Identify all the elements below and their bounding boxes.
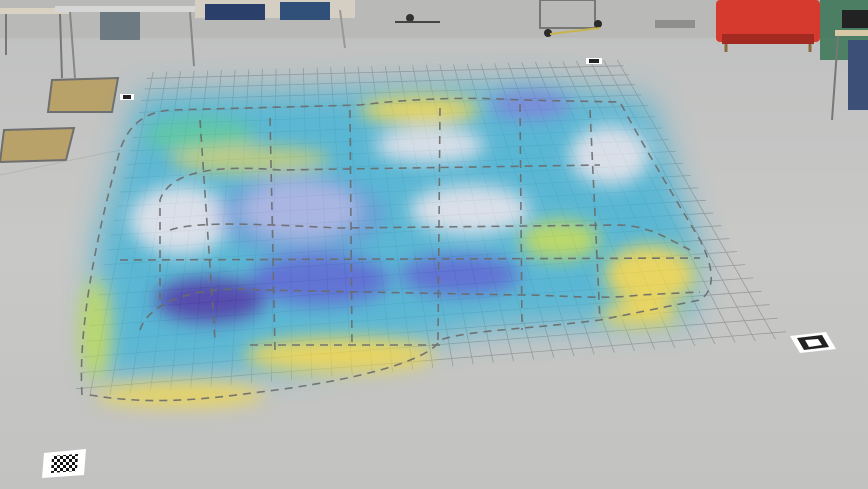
red-armchair [716,0,820,52]
fiducial-marker-top-right [586,58,602,64]
grid-line-horizontal [74,330,790,390]
grid-line-horizontal [135,74,640,90]
trajectory-paths [80,97,712,402]
fiducial-marker-top-left [120,94,134,100]
fiducial-marker-right [790,332,836,353]
grid-line-horizontal [138,65,635,80]
heatmap-overlay [80,85,700,407]
fiducial-marker-bottom-left [42,449,86,478]
background-furniture [0,0,868,176]
